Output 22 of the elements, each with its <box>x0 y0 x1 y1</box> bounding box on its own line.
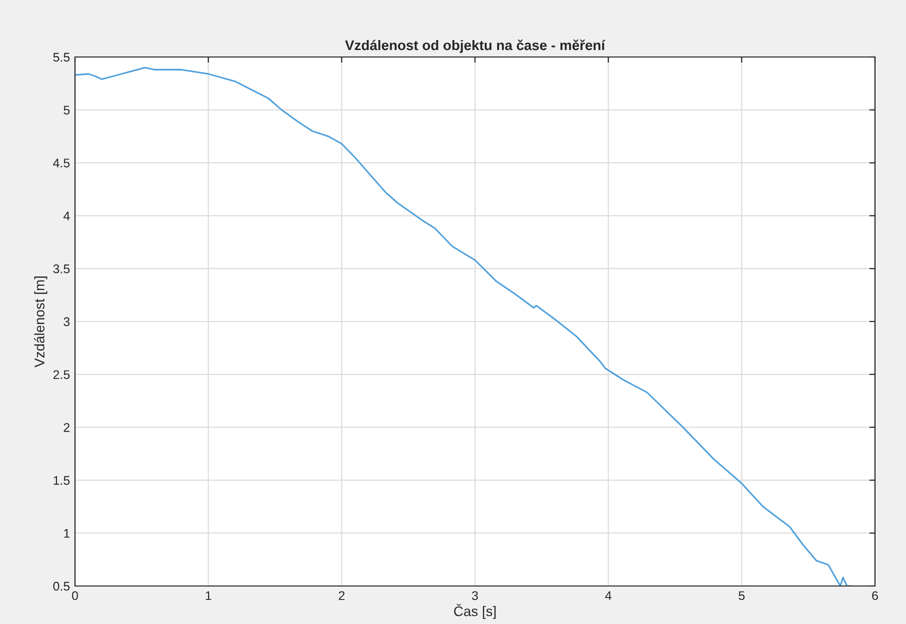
y-axis-title: Vzdálenost [m] <box>34 276 48 368</box>
chart-title: Vzdálenost od objektu na čase - měření <box>345 40 606 53</box>
x-tick-label: 5 <box>738 591 745 600</box>
y-tick-label: 2 <box>64 423 70 432</box>
x-tick-label: 4 <box>605 591 612 600</box>
x-axis-title: Čas [s] <box>454 604 496 619</box>
y-tick-label: 1 <box>64 529 70 538</box>
x-tick-label: 2 <box>338 591 345 600</box>
y-tick-label: 2.5 <box>53 370 70 380</box>
y-tick-label: 5.5 <box>53 52 70 62</box>
y-tick-label: 0.5 <box>53 582 70 591</box>
x-tick-label: 3 <box>472 591 478 600</box>
y-tick-label: 4 <box>63 212 70 220</box>
y-tick-label: 3.5 <box>53 264 70 274</box>
y-tick-label: 5 <box>64 106 70 115</box>
y-tick-label: 4.5 <box>53 158 70 168</box>
x-tick-label: 1 <box>206 591 212 600</box>
line-series <box>75 66 854 586</box>
x-tick-label: 0 <box>72 591 78 600</box>
y-tick-label: 3 <box>64 317 70 326</box>
y-tick-label: 1.5 <box>54 476 70 485</box>
x-tick-label: 6 <box>872 591 878 600</box>
